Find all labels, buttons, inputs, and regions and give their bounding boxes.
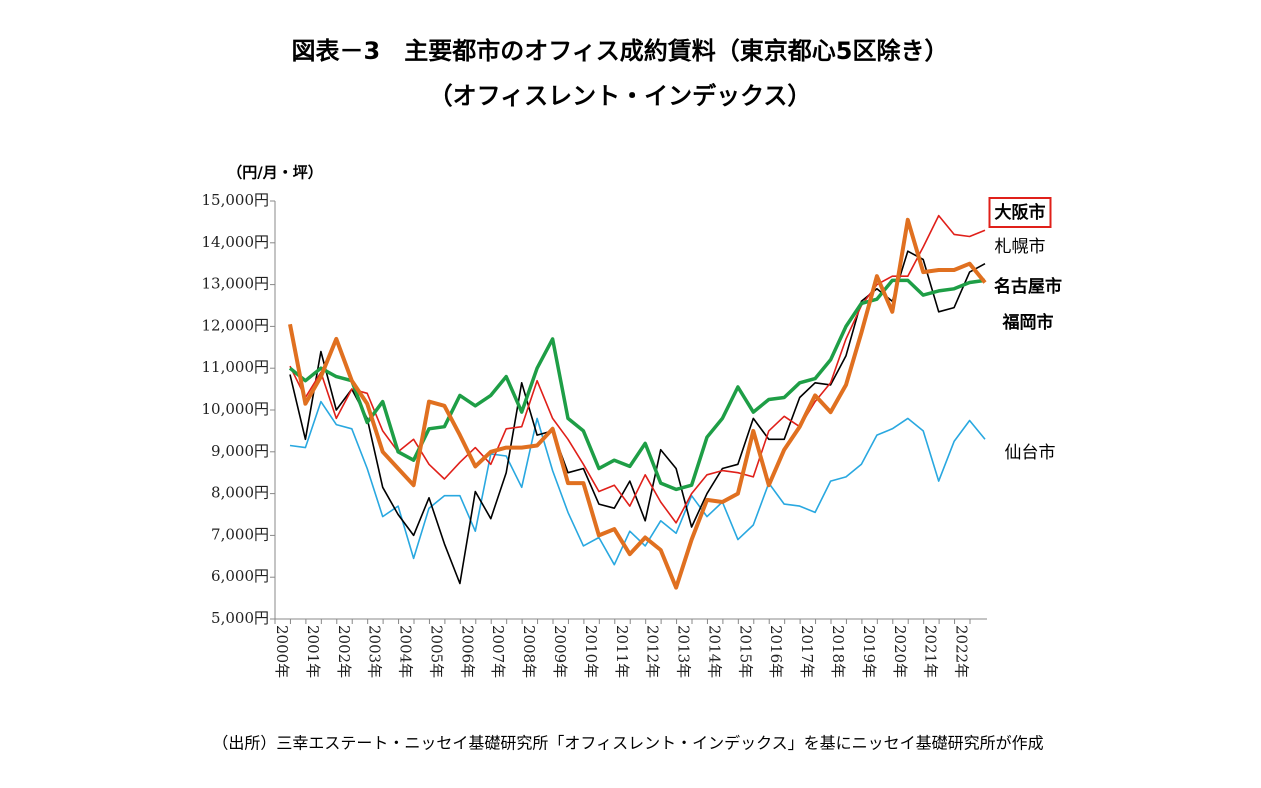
- y-tick-label: 11,000円: [202, 358, 270, 376]
- y-tick-label: 14,000円: [202, 233, 270, 251]
- x-tick-label: 2005年: [427, 625, 445, 678]
- source-note: （出所）三幸エステート・ニッセイ基礎研究所「オフィスレント・インデックス」を基に…: [212, 734, 1043, 753]
- y-tick-label: 10,000円: [202, 400, 270, 418]
- x-tick-label: 2007年: [489, 625, 507, 678]
- x-tick-label: 2015年: [736, 625, 754, 678]
- series-line: [288, 217, 987, 590]
- x-tick-label: 2021年: [922, 625, 940, 678]
- y-tick-label: 15,000円: [202, 191, 270, 209]
- chart-title: 図表－3 主要都市のオフィス成約賃料（東京都心5区除き）: [292, 37, 949, 65]
- legend-label: 仙台市: [1005, 443, 1056, 463]
- x-tick-label: 2009年: [551, 625, 569, 678]
- y-tick-label: 7,000円: [211, 525, 269, 543]
- y-tick-label: 5,000円: [211, 609, 269, 627]
- x-tick-label: 2001年: [304, 625, 322, 678]
- legend-box: [988, 197, 1052, 228]
- x-tick-label: 2020年: [891, 625, 909, 678]
- y-tick-label: 9,000円: [211, 442, 269, 460]
- x-tick-label: 2018年: [829, 625, 847, 678]
- x-tick-label: 2004年: [397, 625, 415, 678]
- x-tick-label: 2013年: [675, 625, 693, 678]
- x-tick-label: 2016年: [767, 625, 785, 678]
- x-tick-label: 2012年: [644, 625, 662, 678]
- x-tick-label: 2006年: [458, 625, 476, 678]
- y-tick-label: 6,000円: [211, 567, 269, 585]
- x-tick-label: 2010年: [582, 625, 600, 678]
- x-tick-label: 2017年: [798, 625, 816, 678]
- series-line: [289, 214, 986, 524]
- y-tick-label: 13,000円: [202, 275, 270, 293]
- y-tick-label: 12,000円: [202, 316, 270, 334]
- x-tick-label: 2011年: [613, 625, 631, 678]
- series-line: [289, 400, 986, 566]
- x-tick-label: 2002年: [335, 625, 353, 678]
- x-tick-label: 2003年: [366, 625, 384, 678]
- legend-label: 福岡市: [1002, 312, 1054, 333]
- legend-label: 大阪市: [995, 202, 1046, 223]
- y-tick-label: 8,000円: [211, 484, 269, 502]
- series-line: [288, 278, 986, 492]
- chart-subtitle: （オフィスレント・インデックス）: [429, 82, 812, 110]
- series-line: [289, 250, 986, 585]
- x-tick-label: 2022年: [953, 625, 971, 678]
- legend-label: 名古屋市: [994, 276, 1062, 297]
- legend-label: 札幌市: [995, 237, 1046, 257]
- y-axis-label: （円/月・坪）: [227, 164, 322, 182]
- x-tick-label: 2000年: [273, 625, 291, 678]
- x-tick-label: 2008年: [520, 625, 538, 678]
- x-tick-label: 2019年: [860, 625, 878, 678]
- x-tick-label: 2014年: [705, 625, 723, 678]
